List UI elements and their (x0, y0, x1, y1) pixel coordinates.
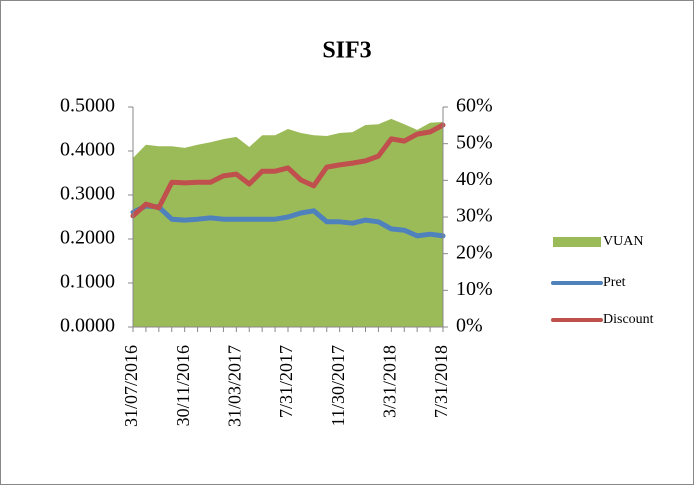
y-tick-label: 0.2000 (60, 227, 115, 249)
x-tick-label: 31/07/2016 (121, 345, 141, 427)
y-tick-label: 0.1000 (60, 271, 115, 293)
y2-tick-label: 10% (456, 278, 493, 300)
y2-tick-label: 40% (456, 168, 493, 190)
x-tick-label: 30/11/2016 (173, 345, 193, 426)
y-tick-label: 0.5000 (60, 95, 115, 117)
y-tick-label: 0.3000 (60, 183, 115, 205)
area (133, 118, 443, 328)
legend-label: Discount (603, 312, 654, 327)
line (130, 122, 446, 219)
x-tick-label: 7/31/2018 (431, 345, 451, 418)
y-tick-label: 0.0000 (60, 315, 115, 337)
y2-tick-label: 60% (456, 95, 493, 117)
legend-label: Pret (603, 275, 626, 290)
x-tick-label: 11/30/2017 (328, 345, 348, 426)
x-tick-label: 3/31/2018 (379, 345, 399, 418)
y-tick-label: 0.4000 (60, 139, 115, 161)
x-tick-label: 7/31/2017 (276, 345, 296, 418)
y2-tick-label: 30% (456, 205, 493, 227)
y2-tick-label: 50% (456, 131, 493, 153)
y2-tick-label: 0% (456, 315, 483, 337)
y2-tick-label: 20% (456, 241, 493, 263)
legend-swatch (553, 237, 601, 247)
chart-title: SIF3 (322, 38, 371, 64)
x-tick-label: 31/03/2017 (224, 345, 244, 427)
line (130, 203, 446, 239)
legend-label: VUAN (603, 234, 643, 249)
